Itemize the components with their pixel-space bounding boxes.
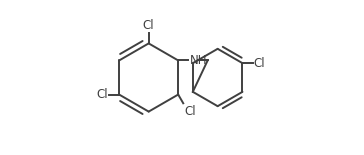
Text: Cl: Cl xyxy=(97,88,108,101)
Text: NH: NH xyxy=(190,54,207,67)
Text: Cl: Cl xyxy=(143,19,154,32)
Text: Cl: Cl xyxy=(185,105,197,118)
Text: Cl: Cl xyxy=(253,57,265,70)
